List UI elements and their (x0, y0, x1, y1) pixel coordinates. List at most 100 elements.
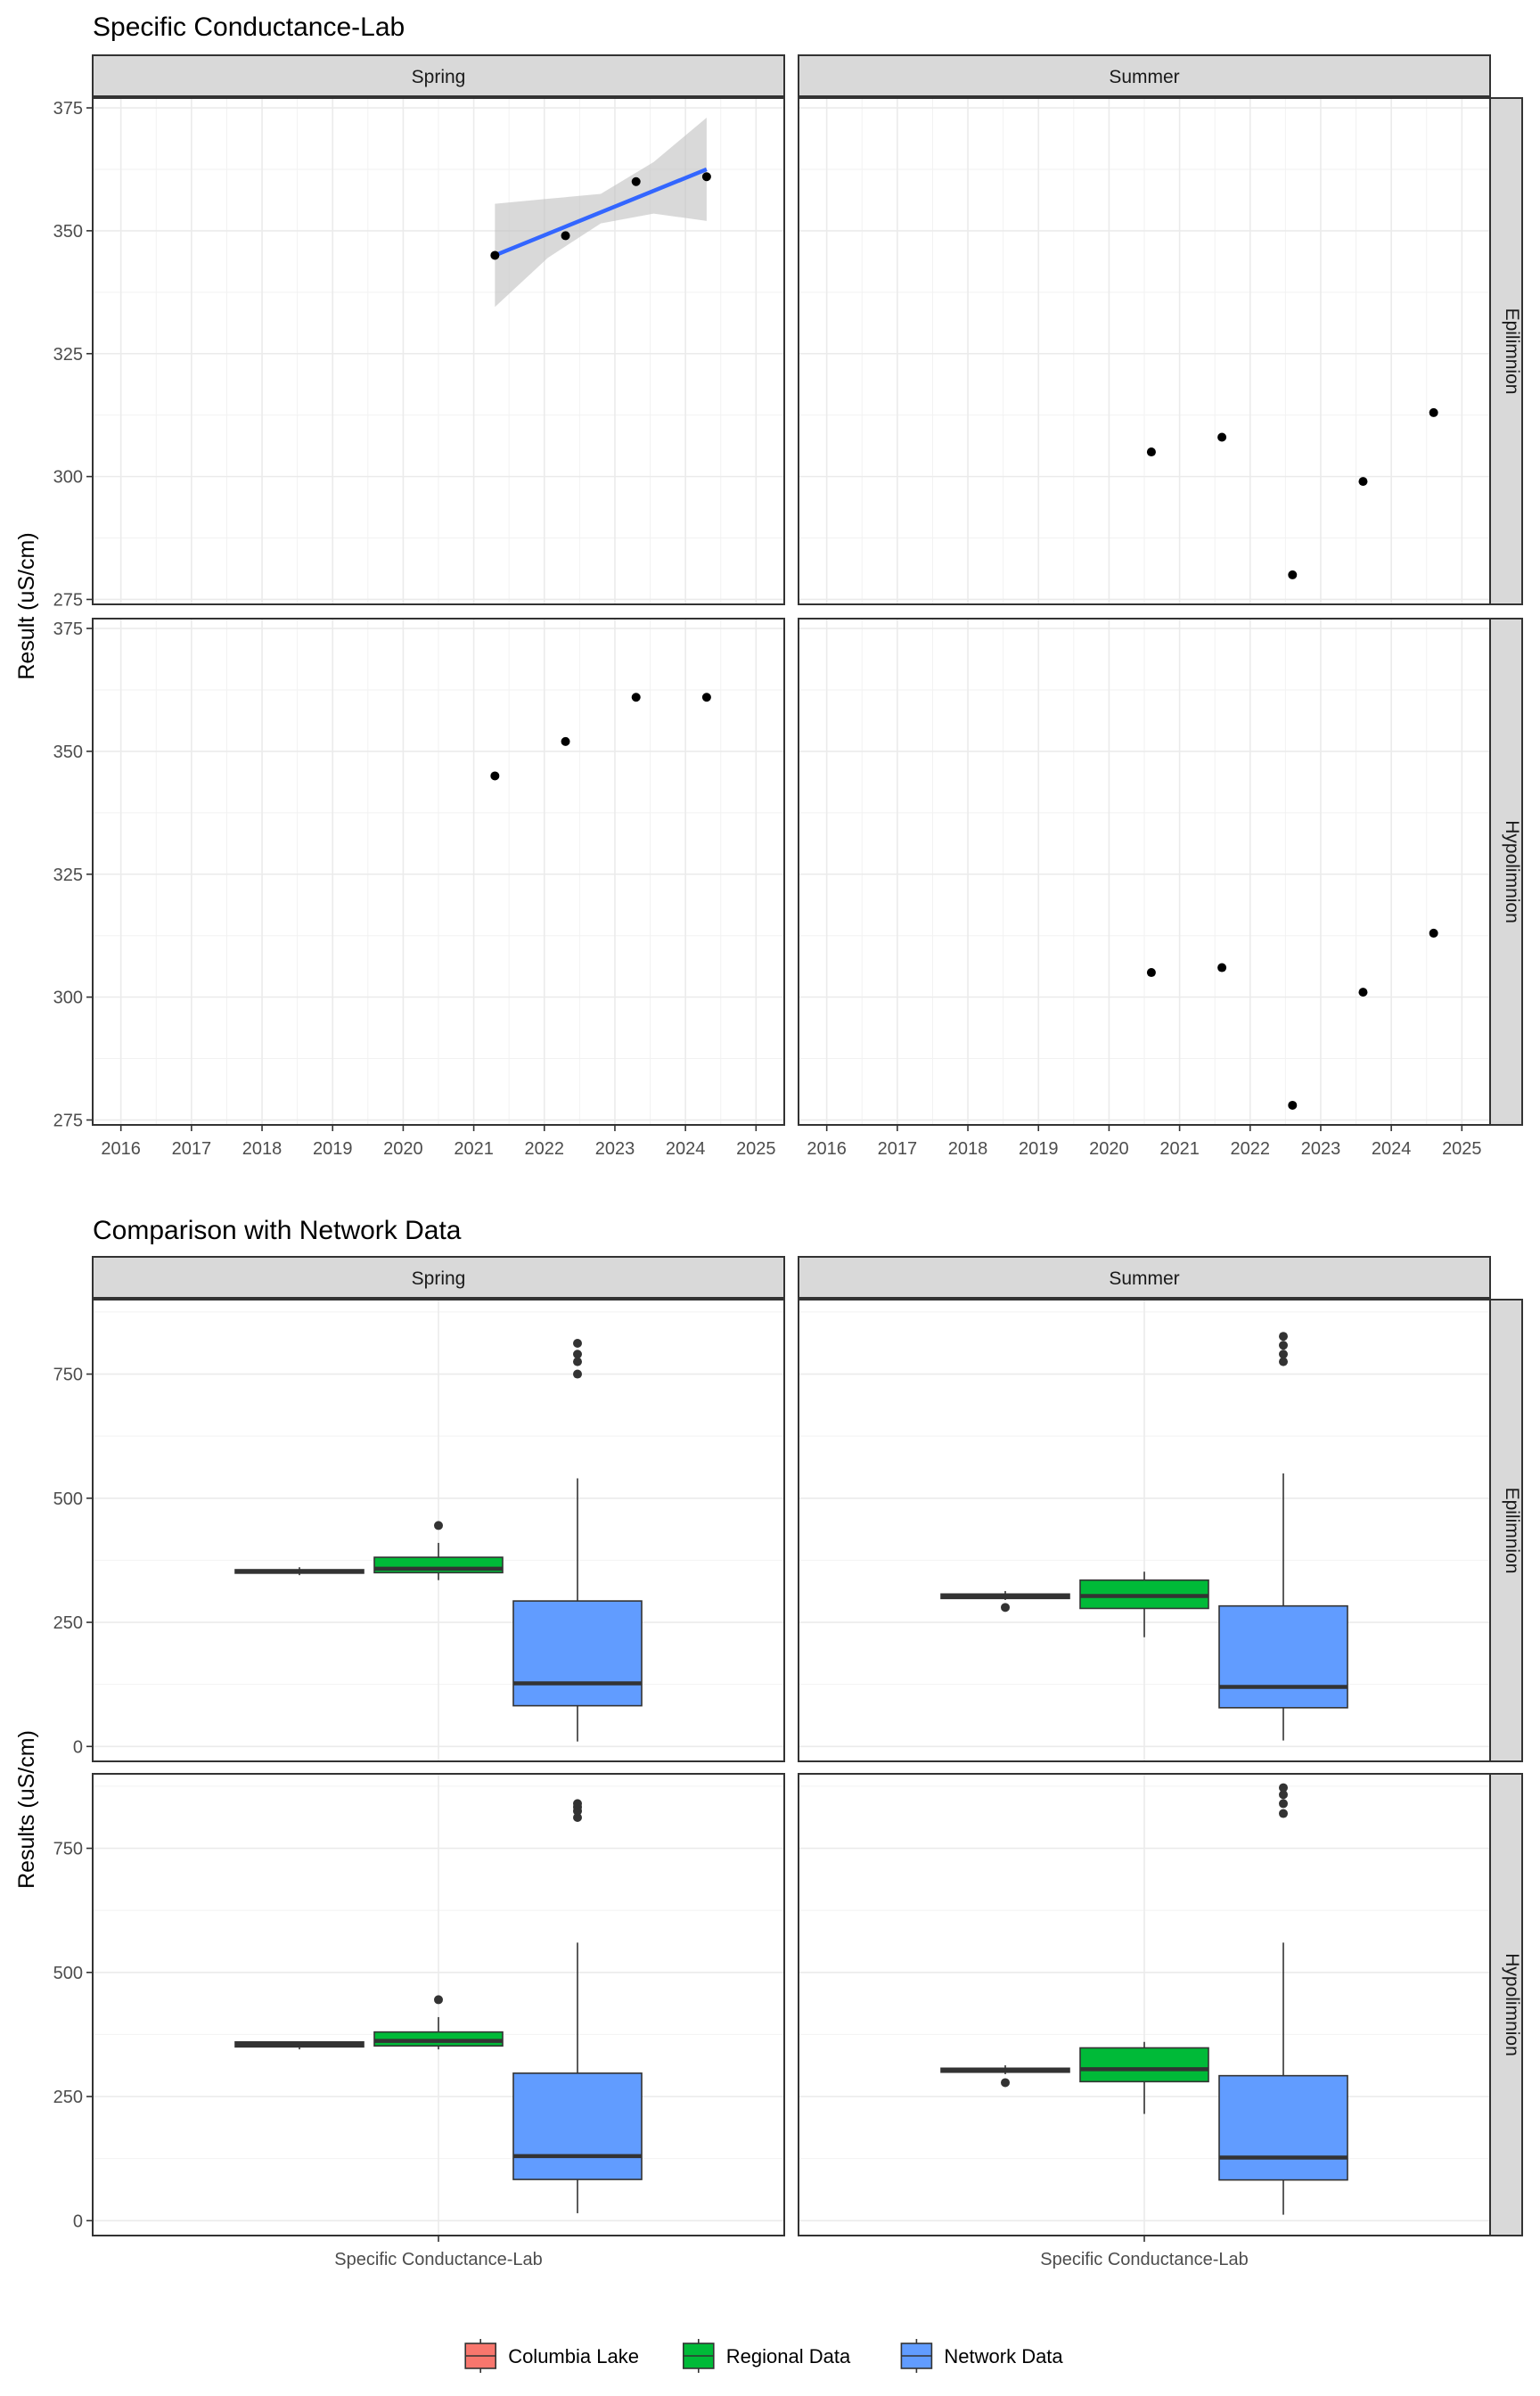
outlier-point (573, 1339, 582, 1349)
x-tick-label: 2016 (807, 1139, 847, 1159)
outlier-point (1001, 2078, 1010, 2088)
chart-title-scatter: Specific Conductance-Lab (93, 12, 405, 42)
boxplot-strip-label-epilimnion: Epilimnion (1502, 1488, 1522, 1574)
data-point (1358, 988, 1368, 997)
outlier-point (1279, 1341, 1288, 1350)
boxplot-strip-summer (798, 1256, 1491, 1299)
trend-line (494, 167, 708, 258)
box-body (512, 2072, 643, 2180)
panel-spring-hypolimnion-border (92, 618, 785, 1126)
x-tick-label: 2022 (525, 1139, 565, 1159)
x-tick-label: 2022 (1231, 1139, 1271, 1159)
x-tick-label: 2018 (948, 1139, 988, 1159)
legend: Columbia Lake Regional Data Network Data (464, 2339, 1063, 2373)
boxplot-strip-epilimnion (1489, 1299, 1523, 1762)
y-tick-label: 500 (53, 1964, 83, 1983)
outlier-point (434, 1995, 443, 2005)
data-point (1217, 963, 1227, 972)
data-point (1146, 447, 1156, 457)
data-point (1217, 432, 1227, 442)
scatter-strip-label-hypolimnion: Hypolimnion (1502, 820, 1522, 923)
y-tick-label: 0 (73, 1737, 83, 1757)
y-tick-label: 300 (53, 989, 83, 1008)
box-body (1079, 2047, 1209, 2083)
data-point (490, 250, 500, 260)
panel-spring-epilimnion-border (92, 97, 785, 605)
data-point (1288, 1100, 1298, 1110)
y-tick-label: 300 (53, 468, 83, 488)
panel-spring-epilimnion: 275 300 325 350 375 (53, 97, 785, 610)
x-tick-label: 2023 (1301, 1139, 1341, 1159)
data-point (1358, 477, 1368, 487)
x-tick-label: 2016 (101, 1139, 141, 1159)
box-network-data (512, 1339, 643, 1742)
panel-spring-epilimnion-border (92, 1299, 785, 1762)
outlier-point (573, 1357, 582, 1366)
outlier-point (573, 1369, 582, 1379)
x-tick-label: 2024 (1372, 1139, 1412, 1159)
outlier-point (1279, 1332, 1288, 1342)
boxplot-strip-label-spring: Spring (412, 1268, 466, 1289)
outlier-point (573, 1799, 582, 1809)
legend-label: Regional Data (726, 2345, 851, 2367)
chart-title-boxplot: Comparison with Network Data (93, 1216, 462, 1245)
y-tick-label: 375 (53, 99, 83, 119)
panel-summer-epilimnion (798, 1299, 1491, 1762)
x-tick-label: 2021 (454, 1139, 494, 1159)
y-tick-label: 250 (53, 1613, 83, 1633)
outlier-point (573, 1350, 582, 1359)
legend-item-regional-data: Regional Data (682, 2339, 851, 2373)
x-tick-label: Specific Conductance-Lab (1040, 2250, 1248, 2269)
x-tick-label: 2024 (666, 1139, 706, 1159)
y-axis-label-scatter: Result (uS/cm) (14, 532, 39, 679)
y-tick-label: 250 (53, 2088, 83, 2107)
x-tick-label: 2023 (595, 1139, 635, 1159)
outlier-point (1001, 1603, 1010, 1612)
x-tick-label: 2025 (736, 1139, 776, 1159)
panel-summer-hypolimnion: 2016 2017 2018 2019 2020 2021 2022 2023 2024 2025 (798, 618, 1491, 1159)
panel-spring-hypolimnion: 275 300 325 350 375 2016 2017 2018 2019 2020 2021 2… (53, 618, 785, 1159)
legend-item-network-data: Network Data (900, 2339, 1063, 2373)
data-point (561, 736, 570, 746)
data-point (561, 231, 570, 241)
x-tick-label: 2018 (242, 1139, 283, 1159)
data-point (631, 693, 641, 702)
outlier-point (1279, 1357, 1288, 1366)
outlier-point (1279, 1799, 1288, 1809)
data-point (1146, 968, 1156, 978)
panel-spring-hypolimnion: 0 250 500 750 Specific Conductance-Lab (53, 1773, 785, 2269)
y-tick-label: 375 (53, 620, 83, 639)
box-regional-data (1079, 1571, 1209, 1637)
scatter-strip-label-summer: Summer (1109, 67, 1179, 87)
x-tick-label: 2020 (1089, 1139, 1129, 1159)
box-network-data (1218, 1332, 1348, 1741)
data-point (701, 172, 711, 182)
y-tick-label: 750 (53, 1840, 83, 1859)
boxplot-strip-label-hypolimnion: Hypolimnion (1502, 1953, 1522, 2056)
box-body (1218, 2074, 1348, 2181)
x-tick-label: 2019 (313, 1139, 353, 1159)
x-tick-label: 2025 (1442, 1139, 1482, 1159)
boxplot-strip-label-summer: Summer (1109, 1268, 1179, 1289)
outlier-point (573, 1813, 582, 1823)
box-body (512, 1600, 643, 1707)
scatter-strip-spring (92, 54, 785, 97)
box-columbia-lake (940, 2064, 1070, 2088)
data-point (1429, 928, 1438, 938)
boxplot-strip-spring (92, 1256, 785, 1299)
panel-summer-epilimnion-border (798, 1299, 1491, 1762)
y-tick-label: 275 (53, 1111, 83, 1130)
legend-item-columbia-lake: Columbia Lake (464, 2339, 639, 2373)
scatter-strip-label-spring: Spring (412, 67, 466, 87)
outlier-point (1279, 1790, 1288, 1800)
scatter-facet-chart: Spring Summer Epilimnion Hypolimnion 275 300 3… (53, 54, 1523, 1159)
panel-spring-epilimnion: 0 250 500 750 (53, 1299, 785, 1762)
box-network-data (512, 1799, 643, 2213)
outlier-point (1279, 1350, 1288, 1359)
box-regional-data (373, 1521, 504, 1580)
data-point (490, 771, 500, 781)
data-point (1429, 407, 1438, 417)
box-regional-data (373, 1995, 504, 2050)
scatter-strip-label-epilimnion: Epilimnion (1502, 308, 1522, 395)
scatter-strip-summer (798, 54, 1491, 97)
